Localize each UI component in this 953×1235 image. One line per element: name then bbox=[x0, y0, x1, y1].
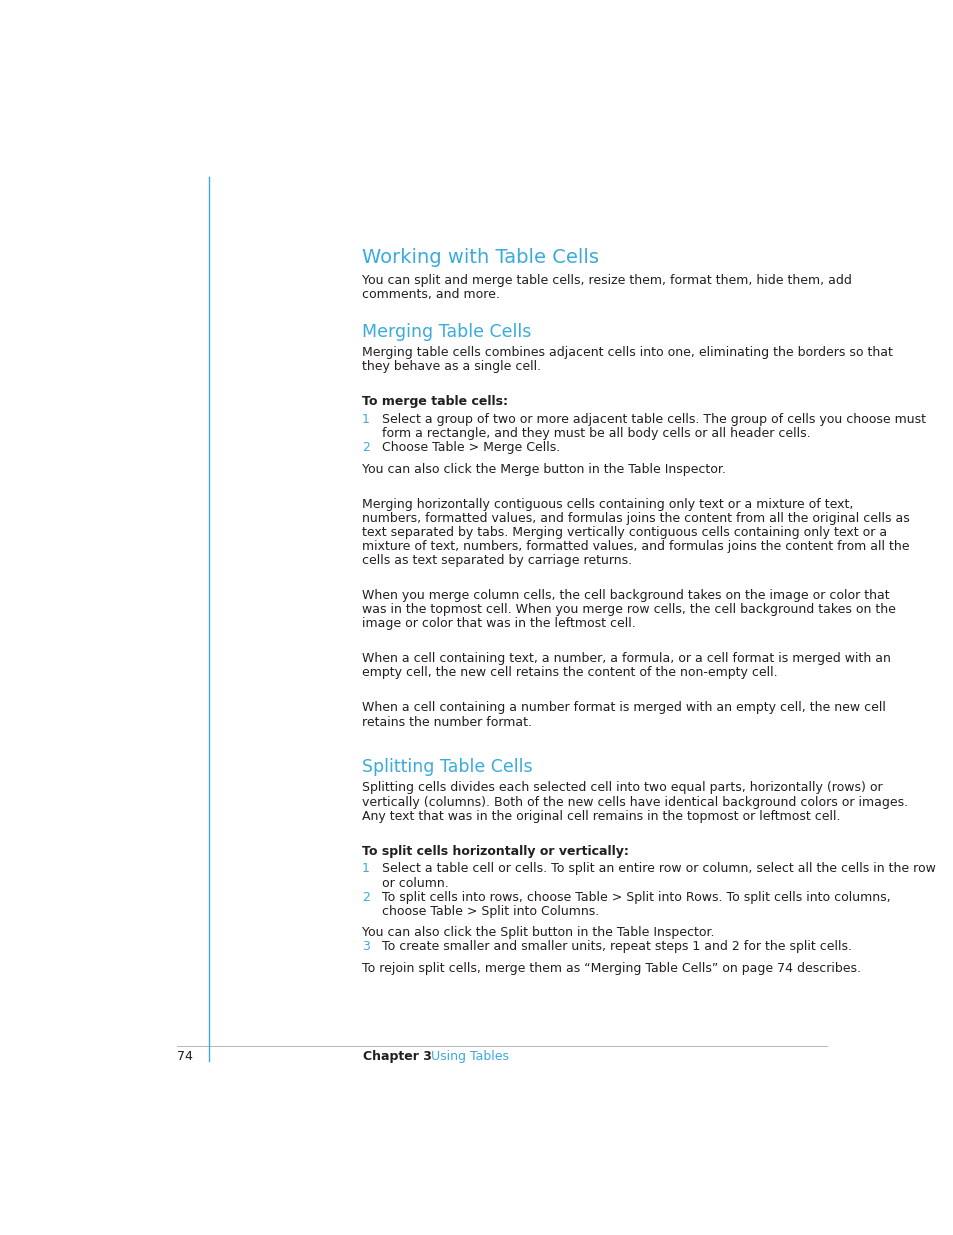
Text: When a cell containing text, a number, a formula, or a cell format is merged wit: When a cell containing text, a number, a… bbox=[361, 652, 890, 666]
Text: To split cells into rows, choose Table > Split into Rows. To split cells into co: To split cells into rows, choose Table >… bbox=[382, 890, 890, 904]
Text: mixture of text, numbers, formatted values, and formulas joins the content from : mixture of text, numbers, formatted valu… bbox=[361, 540, 908, 553]
Text: Select a table cell or cells. To split an entire row or column, select all the c: Select a table cell or cells. To split a… bbox=[382, 862, 935, 876]
Text: 74: 74 bbox=[176, 1050, 193, 1063]
Text: empty cell, the new cell retains the content of the non-empty cell.: empty cell, the new cell retains the con… bbox=[361, 667, 777, 679]
Text: You can also click the Split button in the Table Inspector.: You can also click the Split button in t… bbox=[361, 926, 714, 940]
Text: text separated by tabs. Merging vertically contiguous cells containing only text: text separated by tabs. Merging vertical… bbox=[361, 526, 886, 540]
Text: Working with Table Cells: Working with Table Cells bbox=[361, 248, 598, 267]
Text: image or color that was in the leftmost cell.: image or color that was in the leftmost … bbox=[361, 618, 635, 630]
Text: When you merge column cells, the cell background takes on the image or color tha: When you merge column cells, the cell ba… bbox=[361, 589, 888, 603]
Text: comments, and more.: comments, and more. bbox=[361, 288, 499, 301]
Text: Splitting Table Cells: Splitting Table Cells bbox=[361, 758, 532, 776]
Text: or column.: or column. bbox=[382, 877, 449, 889]
Text: To split cells horizontally or vertically:: To split cells horizontally or verticall… bbox=[361, 845, 628, 857]
Text: Merging Table Cells: Merging Table Cells bbox=[361, 322, 531, 341]
Text: 1: 1 bbox=[361, 862, 369, 876]
Text: Splitting cells divides each selected cell into two equal parts, horizontally (r: Splitting cells divides each selected ce… bbox=[361, 782, 882, 794]
Text: Chapter 3: Chapter 3 bbox=[363, 1050, 432, 1063]
Text: You can split and merge table cells, resize them, format them, hide them, add: You can split and merge table cells, res… bbox=[361, 274, 851, 287]
Text: Using Tables: Using Tables bbox=[418, 1050, 508, 1063]
Text: To create smaller and smaller units, repeat steps 1 and 2 for the split cells.: To create smaller and smaller units, rep… bbox=[382, 941, 852, 953]
Text: Merging horizontally contiguous cells containing only text or a mixture of text,: Merging horizontally contiguous cells co… bbox=[361, 498, 852, 511]
Text: choose Table > Split into Columns.: choose Table > Split into Columns. bbox=[382, 905, 599, 918]
Text: To rejoin split cells, merge them as “Merging Table Cells” on page 74 describes.: To rejoin split cells, merge them as “Me… bbox=[361, 962, 860, 976]
Text: Merging table cells combines adjacent cells into one, eliminating the borders so: Merging table cells combines adjacent ce… bbox=[361, 346, 892, 359]
Text: You can also click the Merge button in the Table Inspector.: You can also click the Merge button in t… bbox=[361, 463, 725, 475]
Text: vertically (columns). Both of the new cells have identical background colors or : vertically (columns). Both of the new ce… bbox=[361, 795, 907, 809]
Text: Any text that was in the original cell remains in the topmost or leftmost cell.: Any text that was in the original cell r… bbox=[361, 810, 840, 823]
Text: numbers, formatted values, and formulas joins the content from all the original : numbers, formatted values, and formulas … bbox=[361, 513, 908, 525]
Text: 3: 3 bbox=[361, 941, 369, 953]
Text: Choose Table > Merge Cells.: Choose Table > Merge Cells. bbox=[382, 441, 560, 454]
Text: 2: 2 bbox=[361, 890, 369, 904]
Text: Select a group of two or more adjacent table cells. The group of cells you choos: Select a group of two or more adjacent t… bbox=[382, 414, 925, 426]
Text: retains the number format.: retains the number format. bbox=[361, 715, 531, 729]
Text: To merge table cells:: To merge table cells: bbox=[361, 395, 507, 409]
Text: 2: 2 bbox=[361, 441, 369, 454]
Text: form a rectangle, and they must be all body cells or all header cells.: form a rectangle, and they must be all b… bbox=[382, 427, 810, 440]
Text: they behave as a single cell.: they behave as a single cell. bbox=[361, 361, 540, 373]
Text: When a cell containing a number format is merged with an empty cell, the new cel: When a cell containing a number format i… bbox=[361, 701, 884, 714]
Text: was in the topmost cell. When you merge row cells, the cell background takes on : was in the topmost cell. When you merge … bbox=[361, 604, 895, 616]
Text: cells as text separated by carriage returns.: cells as text separated by carriage retu… bbox=[361, 555, 631, 567]
Text: 1: 1 bbox=[361, 414, 369, 426]
